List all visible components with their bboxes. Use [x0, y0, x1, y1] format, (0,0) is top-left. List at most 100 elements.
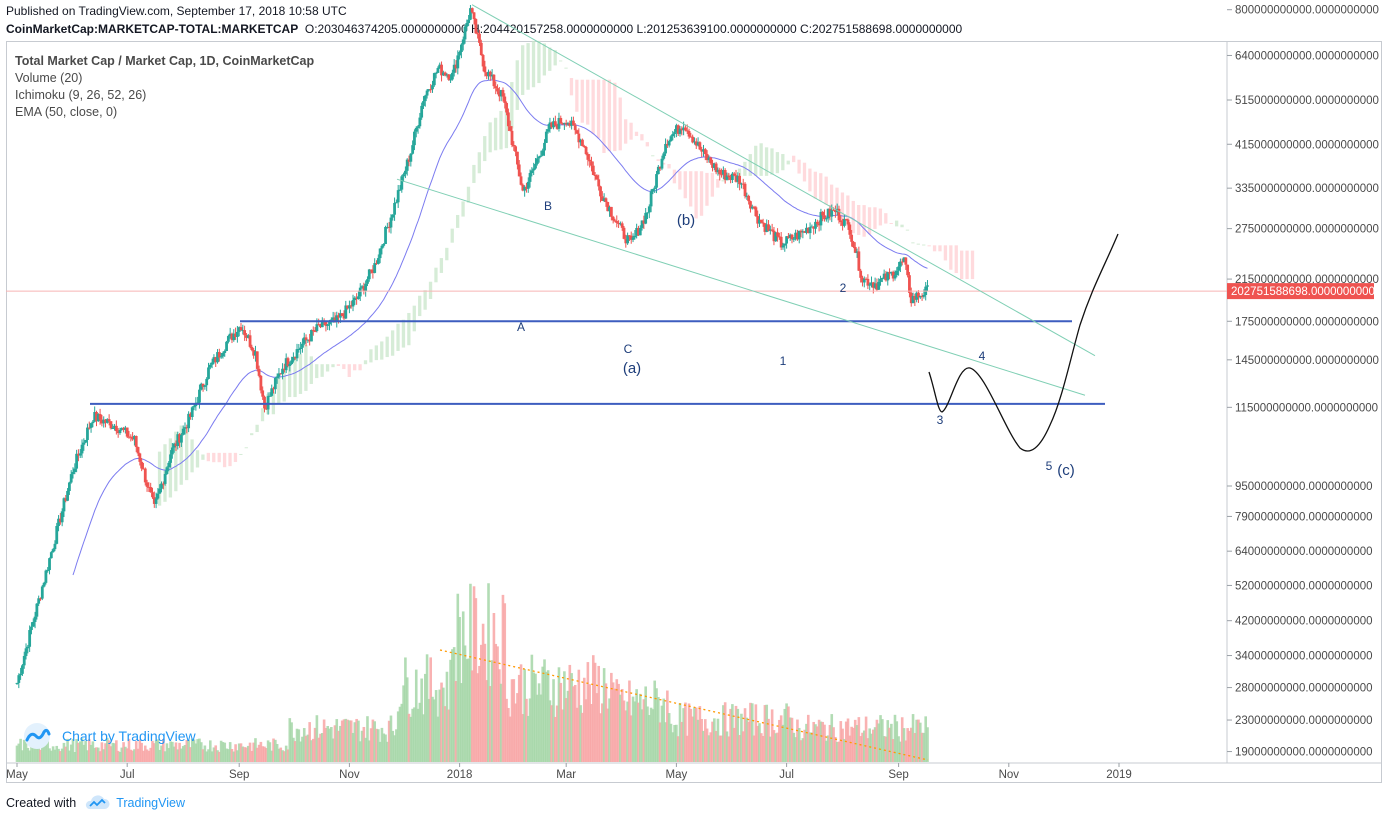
cloud-segment — [808, 168, 812, 192]
candle-body — [199, 383, 203, 390]
candle-body — [712, 163, 716, 168]
cloud-segment — [353, 364, 357, 371]
volume-bar — [911, 714, 915, 762]
x-tick-label: 2019 — [1106, 769, 1132, 781]
footer-brand[interactable]: TradingView — [116, 796, 185, 810]
volume-bar — [143, 745, 147, 762]
volume-bar — [227, 749, 230, 762]
candle-body — [362, 286, 366, 292]
candle-body — [432, 73, 436, 86]
candle-body — [770, 229, 774, 231]
cloud-segment — [586, 79, 590, 125]
volume-bar — [115, 740, 118, 762]
volume-bar — [283, 751, 286, 762]
volume-bar — [698, 706, 702, 762]
cloud-segment — [212, 452, 216, 463]
cloud-segment — [277, 377, 281, 404]
volume-bar — [358, 741, 362, 762]
volume-bar — [805, 723, 808, 762]
candle-body — [506, 112, 510, 127]
cloud-segment — [390, 330, 395, 356]
volume-bar — [60, 748, 64, 762]
candle-body — [871, 282, 875, 288]
cloud-segment — [943, 245, 948, 261]
candle-body — [899, 261, 902, 267]
cloud-segment — [580, 79, 584, 123]
volume-bar — [420, 678, 423, 762]
candle-body — [525, 186, 528, 189]
volume-bar — [628, 680, 631, 762]
candle-body — [895, 270, 899, 276]
candle-body — [499, 89, 503, 97]
candle-body — [721, 170, 725, 175]
volume-bar — [676, 736, 680, 762]
candle-body — [470, 8, 474, 13]
volume-bar — [579, 705, 582, 762]
volume-bar — [606, 708, 610, 762]
candle-body — [738, 175, 742, 185]
cloud-segment — [282, 371, 286, 402]
cloud-segment — [483, 136, 487, 162]
cloud-segment — [331, 364, 335, 368]
cloud-segment — [678, 171, 682, 190]
candle-body — [902, 257, 906, 262]
volume-bar — [512, 679, 516, 762]
candle-body — [893, 275, 897, 279]
candle-body — [633, 235, 637, 238]
volume-bar — [409, 716, 413, 762]
volume-bar — [657, 697, 660, 762]
cloud-segment — [174, 431, 178, 492]
volume-bar — [308, 722, 311, 762]
candle-body — [759, 219, 763, 223]
candle-body — [685, 130, 689, 132]
volume-bar — [181, 746, 185, 762]
candle-body — [810, 226, 814, 228]
volume-bar — [810, 732, 814, 762]
candle-body — [483, 66, 487, 73]
candle-body — [277, 373, 281, 377]
candle-body — [756, 216, 760, 224]
candle-body — [31, 621, 35, 627]
volume-bar — [387, 720, 391, 762]
upper-trendline — [471, 4, 1096, 357]
volume-bar — [888, 727, 891, 762]
volume-bar — [201, 749, 205, 762]
volume-bar — [507, 707, 510, 762]
candle-body — [264, 408, 268, 410]
volume-bar — [797, 727, 801, 762]
volume-bar — [841, 728, 844, 762]
candle-body — [852, 241, 855, 247]
cloud-segment — [754, 145, 758, 176]
cloud-segment — [970, 250, 975, 280]
volume-bar — [902, 728, 906, 762]
candle-body — [367, 269, 371, 280]
candle-body — [667, 141, 671, 146]
volume-bar — [17, 743, 21, 762]
cloud-segment — [607, 79, 612, 152]
candle-body — [125, 427, 129, 437]
candle-body — [382, 243, 386, 246]
candle-body — [918, 295, 922, 298]
candle-body — [140, 461, 144, 469]
volume-bar — [595, 693, 599, 762]
candle-body — [114, 425, 118, 432]
candle-body — [768, 229, 772, 231]
cloud-segment — [613, 82, 617, 152]
candle-body — [655, 174, 658, 188]
cloud-segment — [260, 408, 265, 422]
cloud-segment — [781, 154, 785, 171]
candle-body — [714, 163, 718, 173]
volume-bar — [637, 702, 640, 762]
volume-bar — [429, 657, 433, 762]
volume-bar — [707, 735, 711, 762]
candle-body — [279, 373, 283, 375]
cloud-segment — [206, 452, 210, 462]
tradingview-watermark[interactable]: Chart by TradingView — [20, 722, 196, 750]
volume-bar — [125, 748, 129, 762]
candle-body — [517, 164, 521, 177]
volume-bar — [265, 748, 268, 762]
candle-body — [720, 174, 723, 176]
volume-bar — [487, 583, 490, 762]
volume-bar — [75, 739, 78, 762]
